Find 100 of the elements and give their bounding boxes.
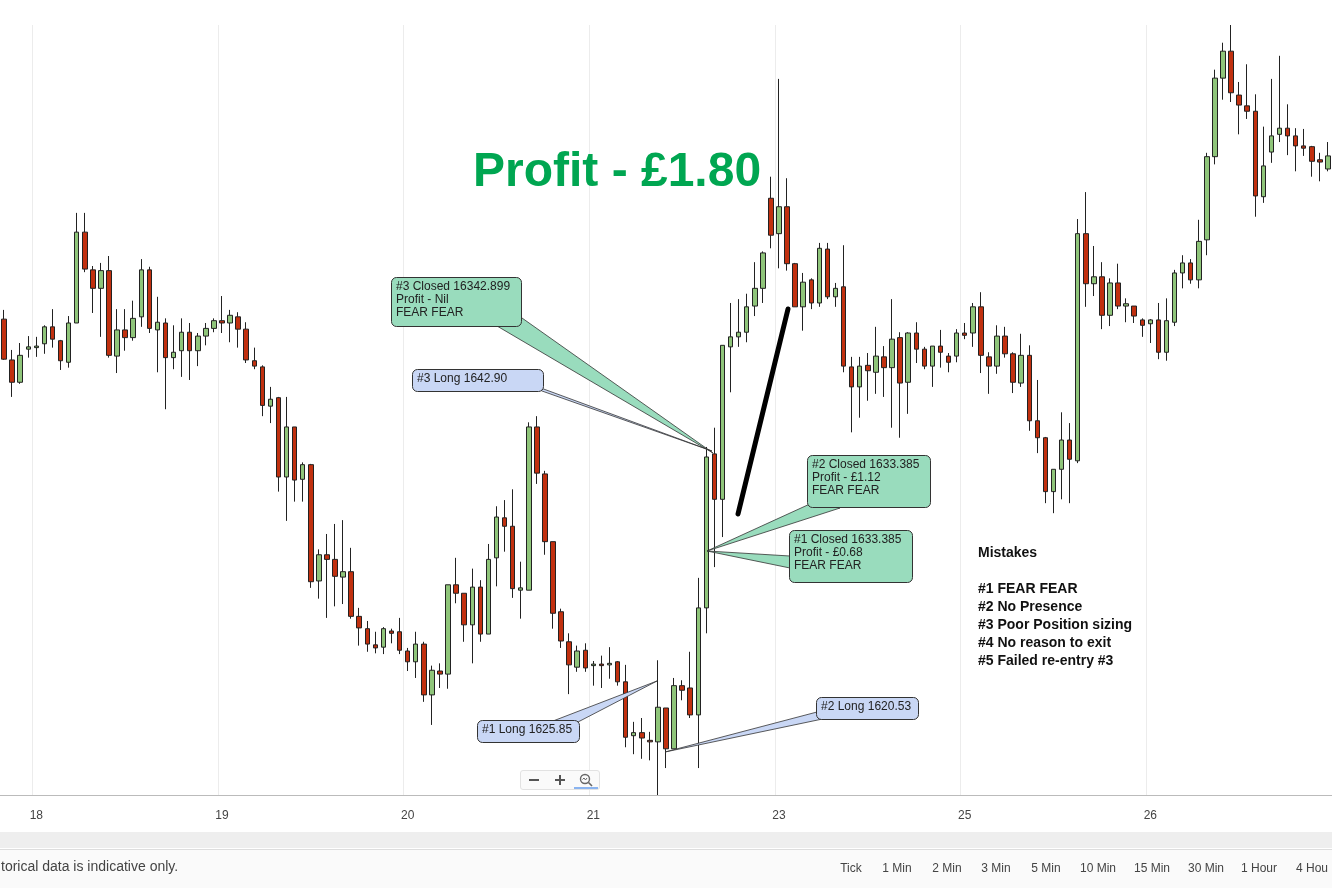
candlestick [1107, 277, 1113, 327]
x-tick-label: 23 [772, 808, 787, 822]
candlestick [655, 659, 661, 796]
candlestick [324, 533, 330, 619]
candlestick [534, 415, 540, 485]
candlestick [1228, 24, 1234, 103]
candlestick [1, 309, 7, 361]
candlestick [1083, 191, 1089, 308]
candlestick [744, 293, 749, 343]
candlestick [1204, 152, 1210, 256]
candlestick [90, 265, 96, 314]
candlestick [461, 592, 467, 643]
candlestick [470, 568, 475, 664]
candlestick [1293, 127, 1298, 172]
candlestick [607, 646, 612, 680]
x-tick-label: 19 [215, 808, 229, 822]
candlestick [300, 461, 305, 503]
candlestick [397, 617, 402, 655]
candlestick [897, 331, 903, 439]
candlestick [615, 660, 620, 687]
candlestick [437, 662, 443, 689]
text: 1 Min [882, 861, 912, 875]
candlestick [809, 277, 814, 310]
text: Profit - £1.80 [473, 142, 762, 196]
candlestick [1059, 411, 1064, 500]
candlestick [308, 463, 314, 589]
annotation: #3 Long 1642.90 [412, 369, 544, 392]
candlestick [930, 345, 935, 388]
candlestick [510, 488, 515, 599]
candlestick [187, 322, 192, 381]
candlestick [478, 579, 483, 643]
candlestick [405, 647, 410, 672]
candlestick [348, 547, 354, 620]
candlestick [914, 321, 919, 364]
candlestick [381, 626, 386, 655]
candlestick [1043, 436, 1048, 504]
candlestick [825, 242, 830, 300]
candlestick [712, 427, 717, 568]
candlestick [1002, 326, 1008, 359]
candlestick [566, 632, 572, 695]
candlestick [1196, 219, 1202, 289]
candlestick [1188, 258, 1193, 285]
candlestick [1035, 379, 1040, 454]
annotation: #2 Closed 1633.385 Profit - £1.12 FEAR FEAR [807, 455, 931, 508]
candlestick [687, 651, 693, 719]
candlestick [235, 311, 241, 349]
candlestick [776, 78, 782, 269]
candlestick [857, 356, 862, 419]
candlestick [1099, 261, 1105, 330]
candlestick [284, 396, 289, 522]
candlestick [26, 335, 31, 359]
candlestick [1148, 318, 1153, 344]
candlestick [1261, 126, 1266, 204]
candlestick [429, 665, 435, 726]
candlestick [574, 645, 580, 673]
candlestick [389, 628, 394, 644]
candlestick [922, 346, 927, 370]
candlestick [17, 342, 23, 385]
candlestick [905, 331, 911, 415]
candlestick [647, 731, 653, 761]
candlestick [1244, 63, 1250, 120]
candlestick [486, 543, 491, 635]
candlestick [1123, 297, 1129, 323]
candlestick [340, 519, 346, 605]
candlestick [986, 351, 992, 395]
candlestick [817, 242, 822, 308]
candlestick [50, 308, 55, 349]
x-tick-label: 18 [29, 808, 44, 822]
candlestick [550, 541, 556, 630]
candlestick [195, 332, 201, 367]
candlestick [421, 641, 427, 703]
candlestick [139, 258, 144, 328]
candlestick [227, 309, 233, 343]
candlestick [1172, 269, 1177, 327]
candlestick [873, 326, 879, 395]
candlestick [1301, 128, 1306, 157]
candlestick [219, 295, 225, 334]
candlestick [760, 250, 766, 304]
candlestick [752, 261, 758, 317]
candlestick [179, 317, 184, 378]
candlestick [42, 324, 47, 355]
candlestick [938, 329, 943, 369]
candlestick [736, 298, 741, 348]
candlestick [365, 620, 370, 653]
candlestick [1115, 263, 1121, 310]
candlestick [413, 631, 418, 679]
candlestick [841, 244, 846, 373]
candlestick [768, 176, 774, 249]
candlestick [1067, 422, 1072, 504]
candlestick [1075, 218, 1080, 464]
candlestick [494, 505, 499, 587]
candlestick [1027, 344, 1032, 432]
candlestick [663, 707, 669, 769]
candlestick [260, 364, 265, 417]
annotation: #1 Long 1625.85 [477, 720, 580, 743]
candlestick [9, 349, 15, 398]
candlestick [800, 272, 806, 332]
candlestick [881, 345, 887, 398]
candlestick [122, 308, 128, 352]
candlestick [58, 339, 63, 371]
